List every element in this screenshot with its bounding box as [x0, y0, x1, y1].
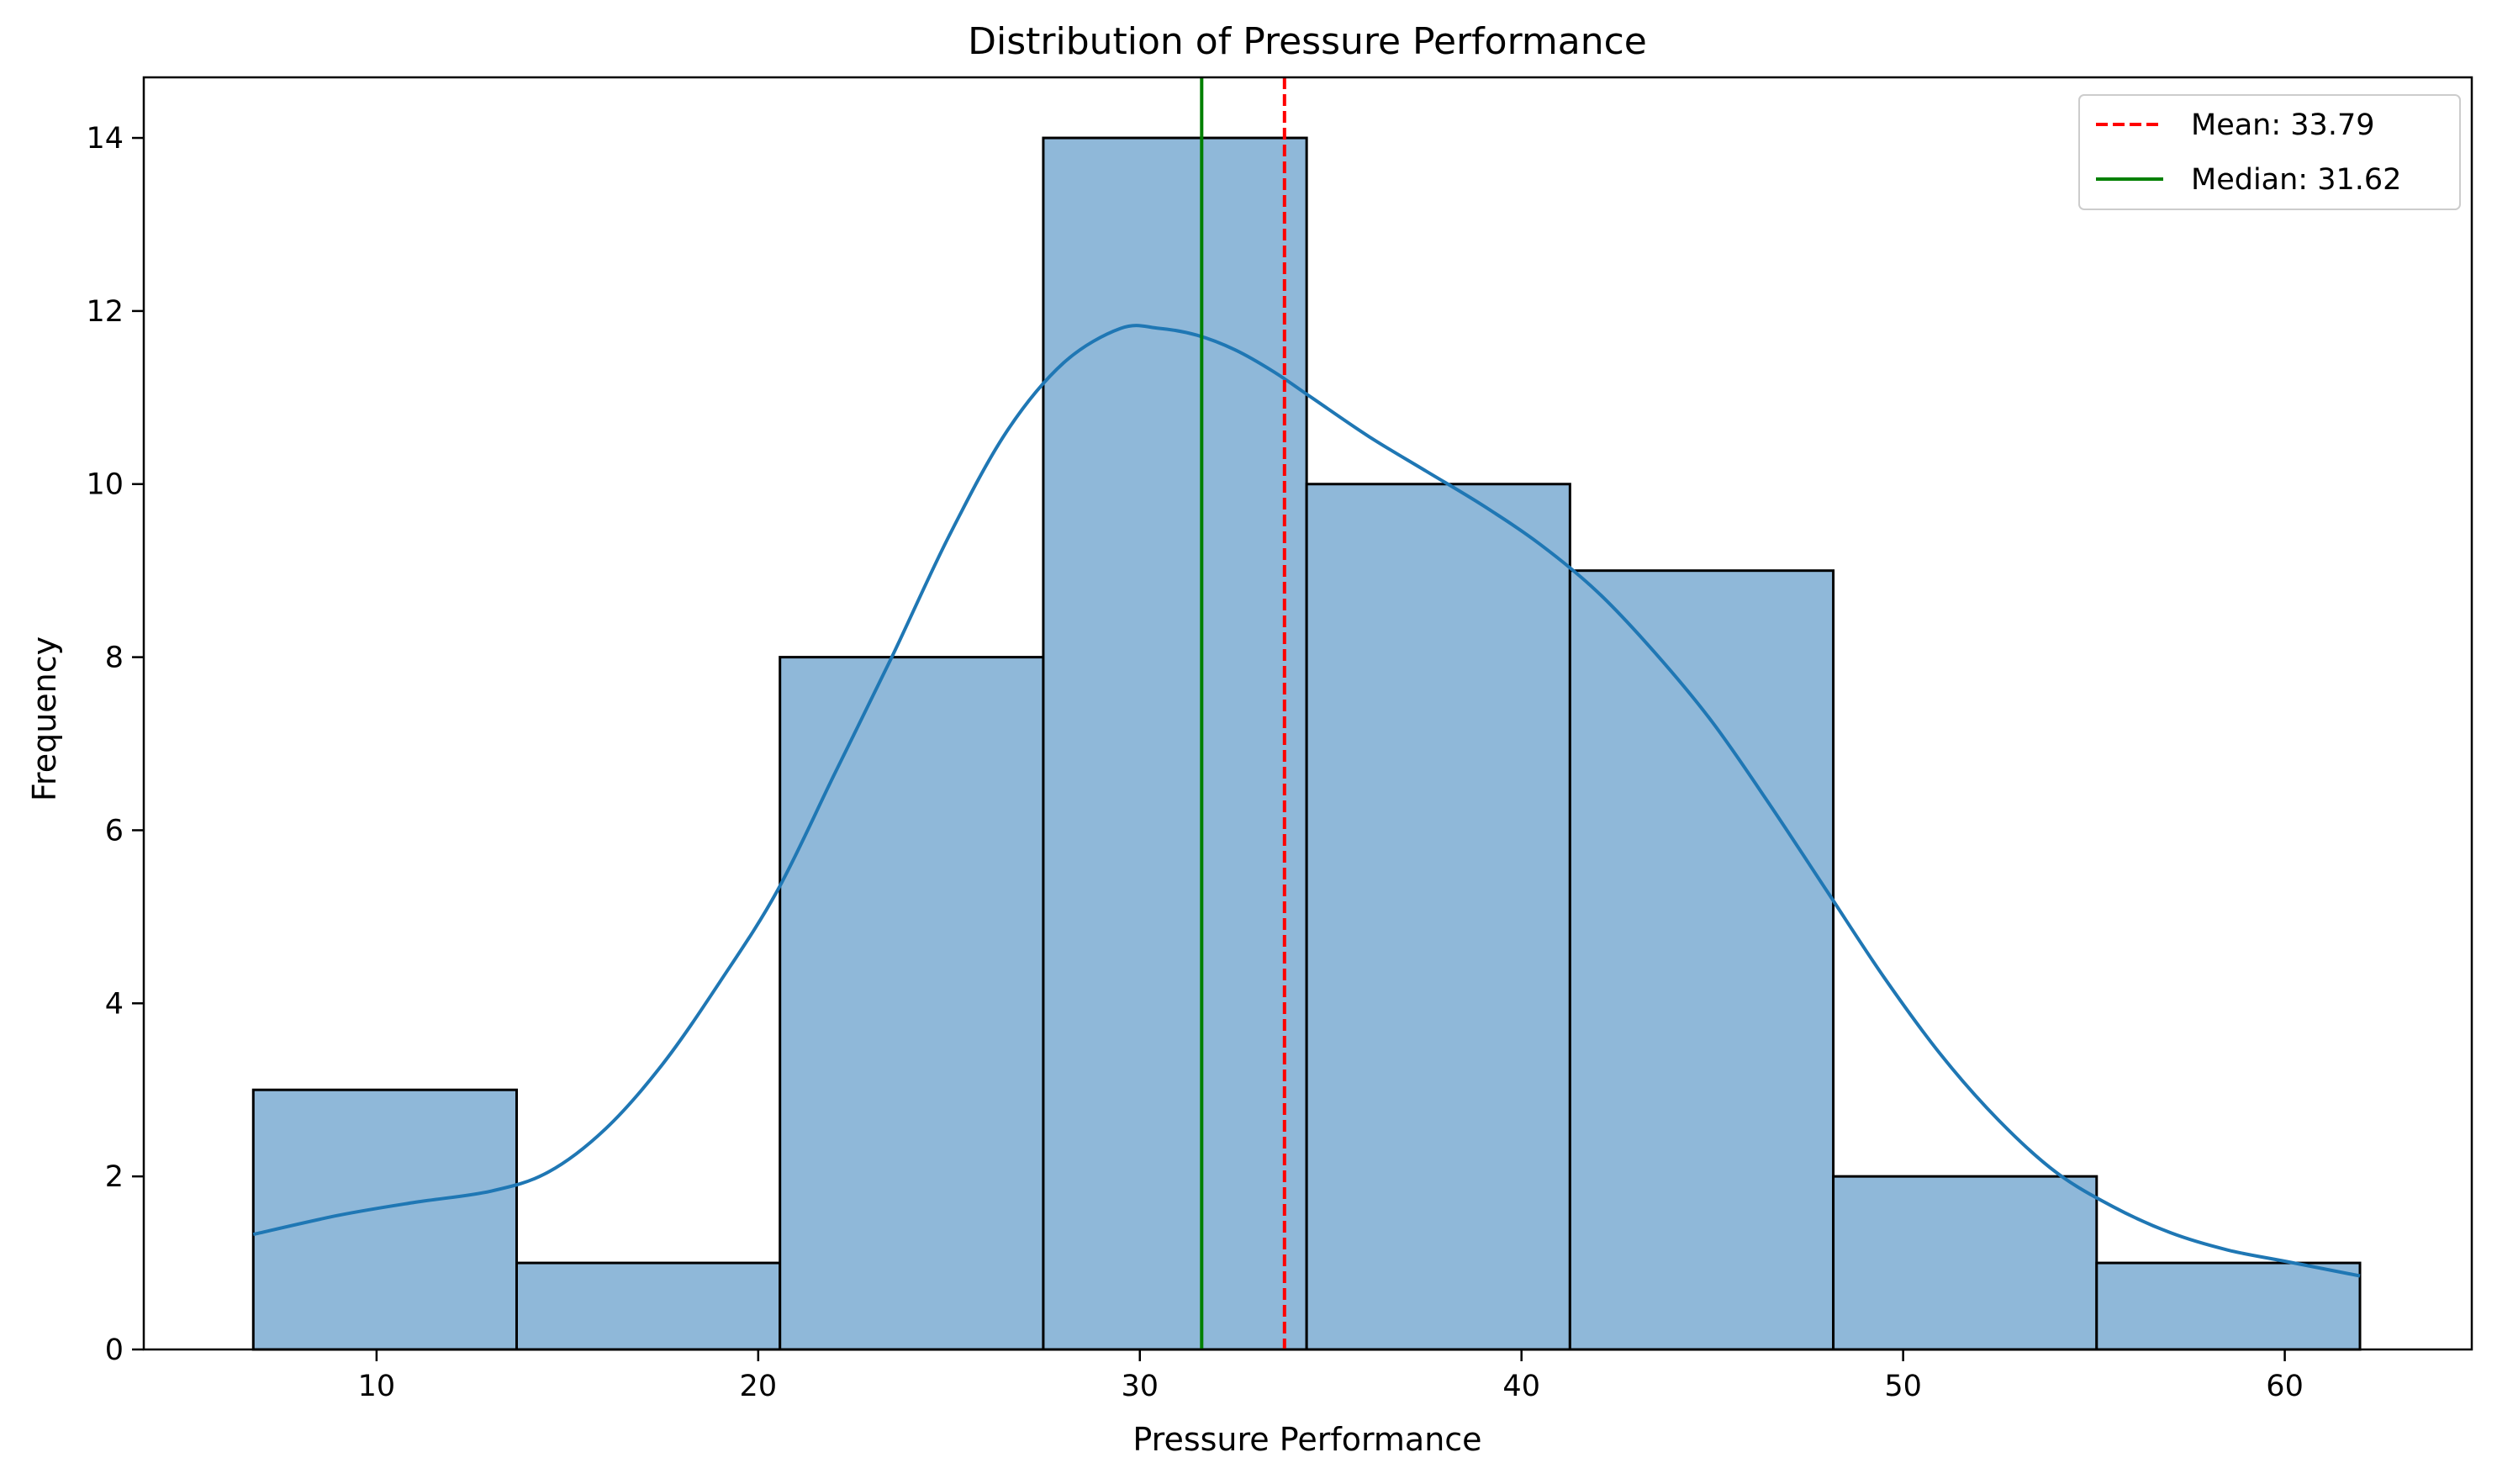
chart-title: Distribution of Pressure Performance — [968, 20, 1647, 63]
y-tick-label: 2 — [105, 1160, 124, 1194]
y-tick-label: 12 — [86, 295, 124, 329]
legend: Mean: 33.79 Median: 31.62 — [2078, 94, 2461, 210]
histogram-bar — [1042, 136, 1308, 1351]
x-tick-label: 20 — [740, 1370, 778, 1403]
x-axis-label: Pressure Performance — [1132, 1421, 1481, 1458]
histogram-bars — [251, 136, 2362, 1351]
y-tick-label: 4 — [105, 987, 124, 1021]
histogram-bar — [515, 1261, 782, 1351]
y-axis: 0 2 4 6 8 10 12 14 — [86, 122, 144, 1367]
histogram-bar — [2095, 1261, 2362, 1351]
histogram-bar — [251, 1088, 518, 1351]
histogram-bar — [1305, 483, 1571, 1351]
x-tick-label: 30 — [1121, 1370, 1159, 1403]
y-tick-label: 0 — [105, 1333, 124, 1367]
legend-label: Median: 31.62 — [2191, 163, 2401, 197]
y-tick-label: 8 — [105, 642, 124, 675]
histogram-bar — [779, 656, 1045, 1351]
y-tick-label: 6 — [105, 814, 124, 848]
legend-label: Mean: 33.79 — [2191, 108, 2374, 142]
y-axis-label: Frequency — [26, 636, 63, 801]
y-tick-label: 14 — [86, 122, 124, 156]
x-tick-label: 50 — [1884, 1370, 1922, 1403]
x-tick-label: 10 — [358, 1370, 396, 1403]
x-tick-label: 40 — [1502, 1370, 1540, 1403]
kde-curve — [252, 324, 2361, 1278]
legend-box — [2078, 94, 2461, 210]
x-axis: 10 20 30 40 50 60 — [358, 1349, 2304, 1403]
kde-layer — [252, 324, 2361, 1278]
histogram-bar — [1568, 569, 1835, 1351]
reference-lines — [1200, 77, 1286, 1349]
y-tick-label: 10 — [86, 468, 124, 502]
plot-frame — [142, 76, 2473, 1351]
x-tick-label: 60 — [2266, 1370, 2304, 1403]
histogram-bar — [1832, 1175, 2098, 1351]
